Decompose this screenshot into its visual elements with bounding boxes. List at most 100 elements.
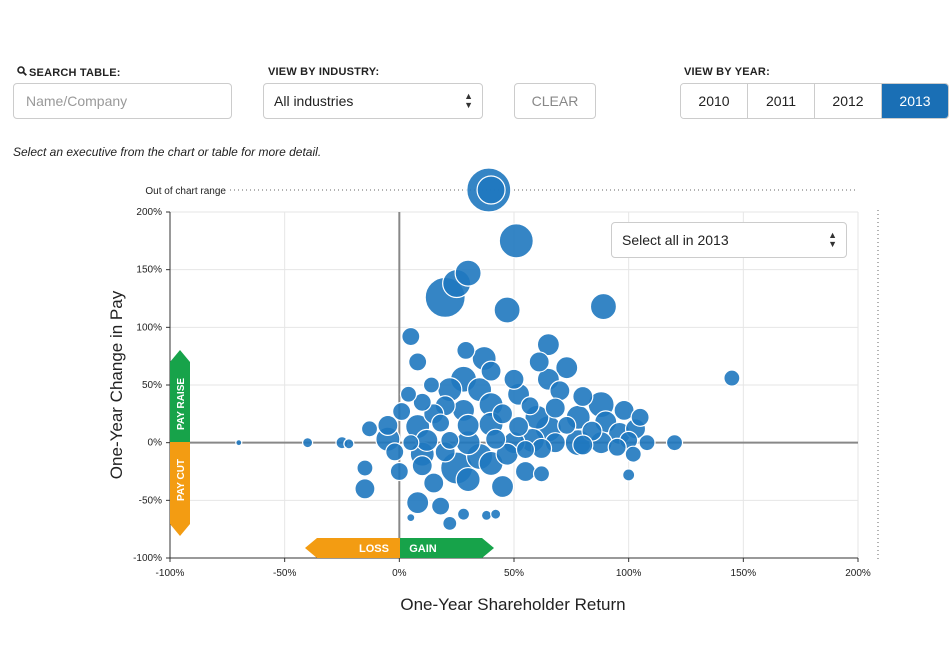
bubble[interactable] [665, 434, 684, 452]
bubble[interactable] [480, 360, 502, 382]
bubble[interactable] [572, 434, 594, 456]
bubble[interactable] [514, 460, 537, 483]
bubble[interactable] [406, 513, 416, 523]
bubble[interactable] [402, 434, 420, 452]
x-tick-label: -50% [273, 568, 296, 579]
bubble[interactable] [532, 465, 551, 483]
bubble[interactable] [557, 415, 577, 435]
bubble[interactable] [515, 439, 536, 460]
clear-button[interactable]: CLEAR [514, 83, 596, 119]
bubble[interactable] [401, 326, 421, 347]
bubble[interactable] [411, 455, 433, 477]
bubble-out-of-range[interactable] [476, 175, 506, 205]
industry-select[interactable]: All industries ▲ ▼ [263, 83, 483, 119]
industry-label: VIEW BY INDUSTRY: [268, 66, 380, 78]
bubble[interactable] [528, 351, 550, 373]
year-button-2012[interactable]: 2012 [815, 84, 882, 118]
bubble[interactable] [423, 472, 445, 494]
bubble[interactable] [385, 442, 405, 462]
search-input[interactable] [13, 83, 232, 119]
bubble[interactable] [723, 369, 741, 387]
x-tick-label: -100% [156, 568, 185, 579]
y-tick-label: 0% [148, 438, 163, 449]
select-all-dropdown[interactable]: Select all in 2013 ▲ ▼ [611, 222, 847, 258]
bubble[interactable] [354, 478, 376, 500]
industry-value: All industries [274, 93, 354, 109]
bubble[interactable] [507, 415, 530, 438]
year-button-2011[interactable]: 2011 [748, 84, 815, 118]
bubble[interactable] [389, 461, 409, 482]
bubble[interactable] [491, 403, 514, 425]
bubble[interactable] [356, 459, 374, 477]
bubble[interactable] [555, 356, 579, 380]
bubble[interactable] [431, 413, 451, 433]
instruction-text: Select an executive from the chart or ta… [13, 145, 322, 159]
bubble[interactable] [480, 509, 493, 521]
out-of-range-label: Out of chart range [145, 186, 226, 197]
select-all-value: Select all in 2013 [622, 232, 729, 248]
bubble[interactable] [536, 333, 561, 357]
bubble[interactable] [442, 515, 458, 532]
bubble[interactable] [360, 420, 379, 438]
gain-label: GAIN [409, 543, 437, 555]
bubble[interactable] [440, 430, 460, 450]
bubble[interactable] [544, 397, 566, 419]
bubble[interactable] [456, 413, 480, 437]
bubble[interactable] [638, 434, 656, 452]
bubble[interactable] [412, 392, 432, 412]
bubble[interactable] [454, 259, 482, 287]
bubble[interactable] [503, 368, 525, 390]
bubble[interactable] [415, 428, 439, 452]
year-label: VIEW BY YEAR: [684, 66, 770, 78]
year-button-2010[interactable]: 2010 [681, 84, 748, 118]
bubble[interactable] [490, 508, 502, 520]
bubble[interactable] [622, 468, 636, 482]
bubble[interactable] [406, 491, 430, 515]
y-tick-label: 150% [136, 265, 162, 276]
bubble[interactable] [302, 437, 314, 449]
bubble[interactable] [498, 223, 534, 259]
pay-cut-arrow: PAY CUT [170, 442, 190, 536]
pay-cut-label: PAY CUT [176, 459, 187, 501]
bubble[interactable] [455, 466, 481, 493]
bubble[interactable] [399, 385, 418, 403]
y-tick-label: 100% [136, 322, 162, 333]
pay-raise-arrow: PAY RAISE [170, 350, 190, 442]
bubble[interactable] [589, 292, 618, 321]
x-tick-label: 0% [392, 568, 407, 579]
bubble[interactable] [485, 428, 507, 450]
bubble[interactable] [630, 407, 650, 427]
loss-label: LOSS [359, 543, 389, 555]
bubble[interactable] [235, 439, 243, 447]
x-tick-label: 150% [731, 568, 757, 579]
loss-shape [305, 538, 400, 558]
bubble[interactable] [607, 437, 627, 457]
bubble[interactable] [456, 507, 471, 521]
bubbles-layer [235, 167, 741, 532]
bubble[interactable] [572, 385, 594, 408]
x-tick-label: 50% [504, 568, 524, 579]
bubble[interactable] [343, 438, 355, 450]
bubble[interactable] [520, 396, 540, 416]
year-toggle-group: 2010 2011 2012 2013 [680, 83, 949, 119]
y-axis-title: One-Year Change in Pay [107, 290, 126, 479]
bubble[interactable] [624, 445, 642, 463]
x-tick-label: 200% [845, 568, 871, 579]
search-label: SEARCH TABLE: [17, 66, 121, 79]
y-tick-label: -100% [133, 553, 162, 564]
bubble[interactable] [422, 376, 441, 394]
bubble[interactable] [392, 401, 412, 422]
gain-arrow: GAIN [400, 538, 494, 558]
bubble[interactable] [377, 414, 399, 436]
select-arrows-icon: ▲ ▼ [464, 91, 473, 110]
tick-labels: -100% -100% -50% -50% 0% 0% 50% 50% 100% 100% 150%… [133, 207, 871, 579]
x-tick-label: 100% [616, 568, 642, 579]
bubble[interactable] [490, 474, 515, 499]
select-arrows-icon: ▲ ▼ [828, 230, 837, 249]
bubble[interactable] [431, 496, 451, 516]
bubble[interactable] [408, 352, 428, 372]
bubble[interactable] [493, 296, 521, 324]
bubble[interactable] [456, 340, 476, 360]
year-button-2013[interactable]: 2013 [882, 84, 948, 118]
